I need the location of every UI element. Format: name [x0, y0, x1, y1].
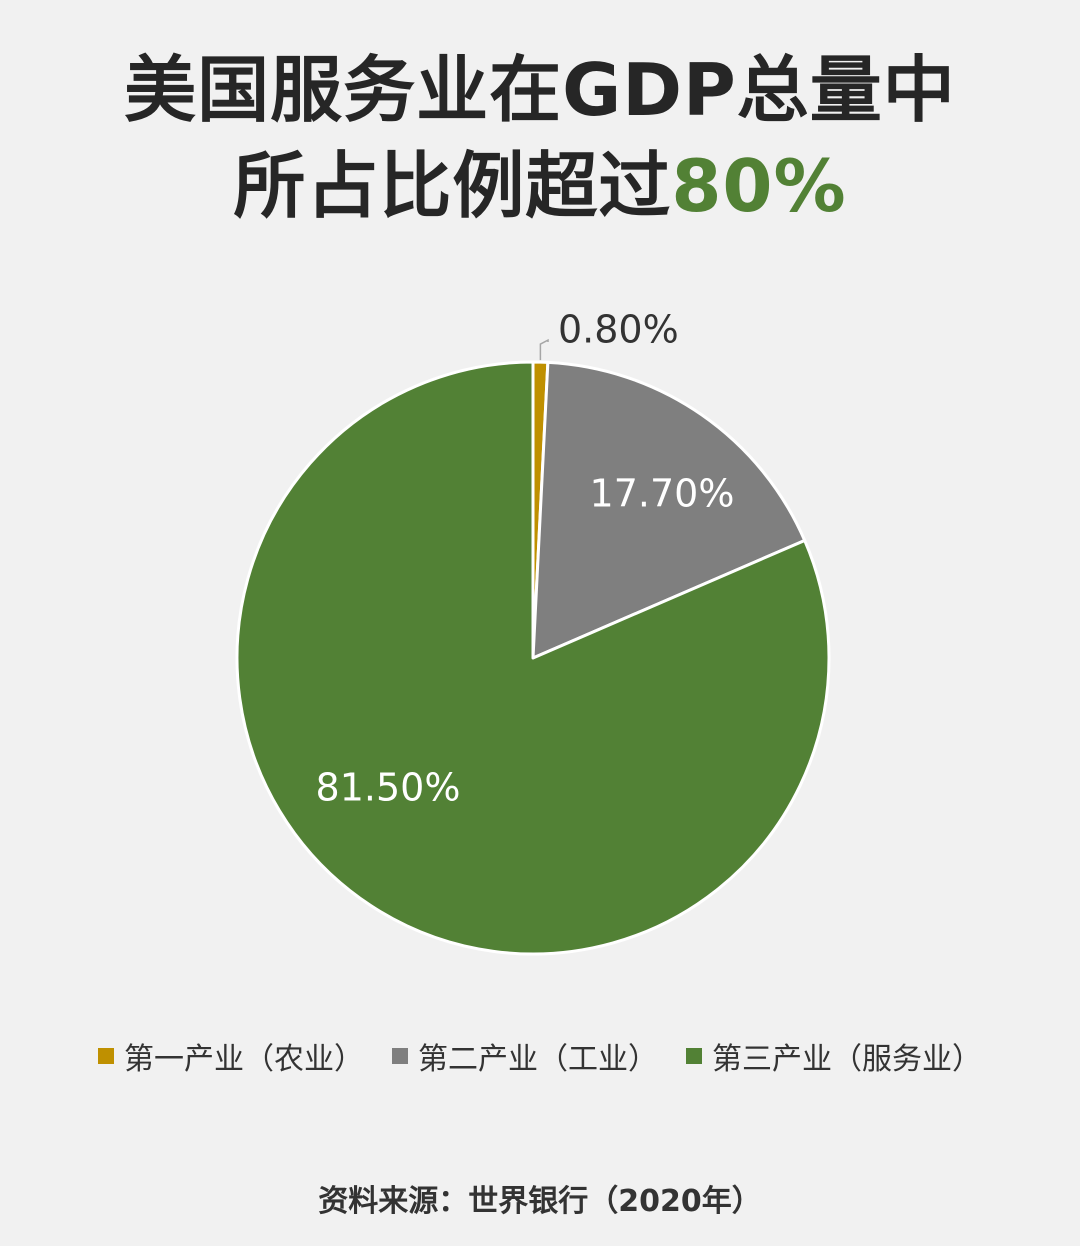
chart-title: 美国服务业在GDP总量中 所占比例超过80% — [0, 42, 1080, 234]
pie-slice-industry — [531, 360, 807, 660]
data-label-services: 81.50% — [316, 766, 461, 810]
legend-item-industry: 第二产业（工业） — [392, 1034, 658, 1078]
legend-item-agriculture: 第一产业（农业） — [98, 1034, 364, 1078]
pie-slice-services — [235, 360, 831, 956]
leader-line-agriculture — [539, 338, 549, 361]
legend-label-services: 第三产业（服务业） — [712, 1042, 982, 1077]
legend-item-services: 第三产业（服务业） — [686, 1034, 982, 1078]
legend-label-agriculture: 第一产业（农业） — [124, 1042, 364, 1077]
legend: 第一产业（农业） 第二产业（工业） 第三产业（服务业） — [0, 1034, 1080, 1078]
title-highlight: 80% — [671, 144, 847, 228]
title-line-2-prefix: 所占比例超过 — [233, 144, 672, 228]
title-line-2: 所占比例超过80% — [0, 138, 1080, 234]
legend-label-industry: 第二产业（工业） — [418, 1042, 658, 1077]
legend-swatch-agriculture — [98, 1048, 114, 1064]
data-label-industry: 17.70% — [590, 472, 735, 516]
data-label-agriculture: 0.80% — [558, 308, 679, 352]
legend-swatch-services — [686, 1048, 702, 1064]
title-line-1: 美国服务业在GDP总量中 — [124, 48, 956, 132]
legend-swatch-industry — [392, 1048, 408, 1064]
source-note: 资料来源：世界银行（2020年） — [318, 1184, 762, 1219]
